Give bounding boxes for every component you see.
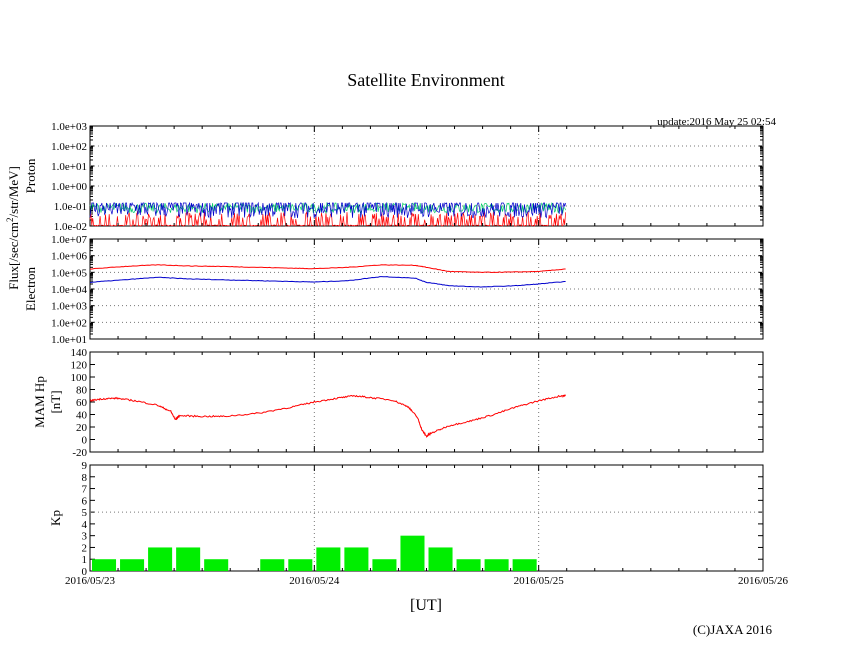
- kp-bar: [316, 547, 341, 571]
- mam-axis-label-line2: [nT]: [48, 390, 63, 413]
- copyright: (C)JAXA 2016: [693, 622, 773, 637]
- kp-bar: [344, 547, 369, 571]
- x-axis-ticks: 2016/05/23 2016/05/24 2016/05/25 2016/05/26: [65, 126, 789, 587]
- kp-bar: [428, 547, 453, 571]
- flux-axis-label: Flux[/sec/cm2/str/MeV]: [5, 166, 21, 290]
- kp-bar: [484, 559, 509, 571]
- kp-bar: [92, 559, 117, 571]
- kp-bar: [400, 535, 425, 571]
- kp-ytick-label: 8: [82, 472, 88, 484]
- x-axis-label: [UT]: [410, 597, 442, 614]
- electron-ytick-label: 1.0e+02: [51, 317, 87, 329]
- kp-bar: [204, 559, 229, 571]
- x-tick-label: 2016/05/23: [65, 575, 116, 587]
- kp-ytick-label: 4: [82, 519, 88, 531]
- kp-ytick-label: 9: [82, 460, 88, 472]
- mam-ytick-label: 40: [76, 410, 88, 422]
- electron-ytick-label: 1.0e+05: [51, 267, 87, 279]
- flux-axis-label-main: Flux[/sec/cm: [6, 222, 21, 290]
- electron-ytick-label: 1.0e+01: [51, 334, 87, 346]
- electron-ytick-label: 1.0e+04: [51, 284, 87, 296]
- proton-ytick-label: 1.0e+02: [51, 141, 87, 153]
- proton-ytick-label: 1.0e-02: [54, 221, 87, 233]
- kp-ytick-label: 1: [82, 554, 88, 566]
- proton-proton-low-energy-line: [89, 201, 566, 219]
- proton-panel: 1.0e-02 1.0e-01 1.0e+00 1.0e+01 1.0e+02 1.0e+…: [23, 121, 764, 233]
- mam-ytick-label: 120: [71, 360, 88, 372]
- kp-bar: [288, 559, 313, 571]
- mam-ytick-label: -20: [72, 447, 87, 459]
- mam-ytick-label: 60: [76, 397, 88, 409]
- mam-ytick-label: 100: [71, 372, 88, 384]
- x-tick-label: 2016/05/24: [289, 575, 340, 587]
- mam-mam-hp-line: [89, 394, 566, 439]
- mam-ytick-label: 20: [76, 422, 88, 434]
- electron-ytick-label: 1.0e+03: [51, 301, 87, 313]
- mam-ytick-label: 80: [76, 385, 88, 397]
- mam-ytick-label: 140: [71, 347, 88, 359]
- kp-axis-label: Kp: [48, 510, 63, 526]
- proton-ytick-label: 1.0e-01: [54, 201, 87, 213]
- kp-ytick-label: 0: [82, 566, 88, 578]
- kp-bar: [260, 559, 285, 571]
- electron-axis-label: Electron: [23, 266, 38, 311]
- kp-ytick-label: 6: [82, 495, 88, 507]
- kp-bar: [176, 547, 201, 571]
- kp-bar: [372, 559, 397, 571]
- electron-panel: 1.0e+01 1.0e+02 1.0e+03 1.0e+04 1.0e+05 1.0e+…: [23, 234, 764, 346]
- x-tick-label: 2016/05/26: [738, 575, 789, 587]
- kp-ytick-label: 2: [82, 542, 88, 554]
- update-timestamp: update:2016 May 25 02:54: [657, 116, 776, 128]
- proton-proton-high-energy-line: [89, 210, 566, 227]
- x-tick-label: 2016/05/25: [514, 575, 565, 587]
- flux-axis-label-tail: /str/MeV]: [6, 166, 21, 217]
- electron-electron-blue-line: [89, 276, 566, 288]
- proton-ytick-label: 1.0e+03: [51, 121, 87, 133]
- kp-ytick-label: 3: [82, 531, 88, 543]
- kp-bar: [456, 559, 481, 571]
- mam-ytick-label: 0: [82, 435, 88, 447]
- electron-ytick-label: 1.0e+06: [51, 251, 87, 263]
- kp-bar: [512, 559, 537, 571]
- proton-ytick-label: 1.0e+01: [51, 161, 87, 173]
- kp-ytick-label: 7: [82, 484, 88, 496]
- kp-bar: [120, 559, 145, 571]
- chart-title: Satellite Environment: [347, 70, 504, 90]
- flux-axis-label-sup: 2: [5, 217, 15, 222]
- electron-ytick-label: 1.0e+07: [51, 234, 87, 246]
- kp-bar: [148, 547, 173, 571]
- mam-axis-label-line1: MAM Hp: [32, 376, 47, 428]
- electron-electron-red-line: [89, 264, 566, 274]
- proton-ytick-label: 1.0e+00: [51, 181, 87, 193]
- proton-axis-label: Proton: [23, 158, 38, 193]
- kp-ytick-label: 5: [82, 507, 88, 519]
